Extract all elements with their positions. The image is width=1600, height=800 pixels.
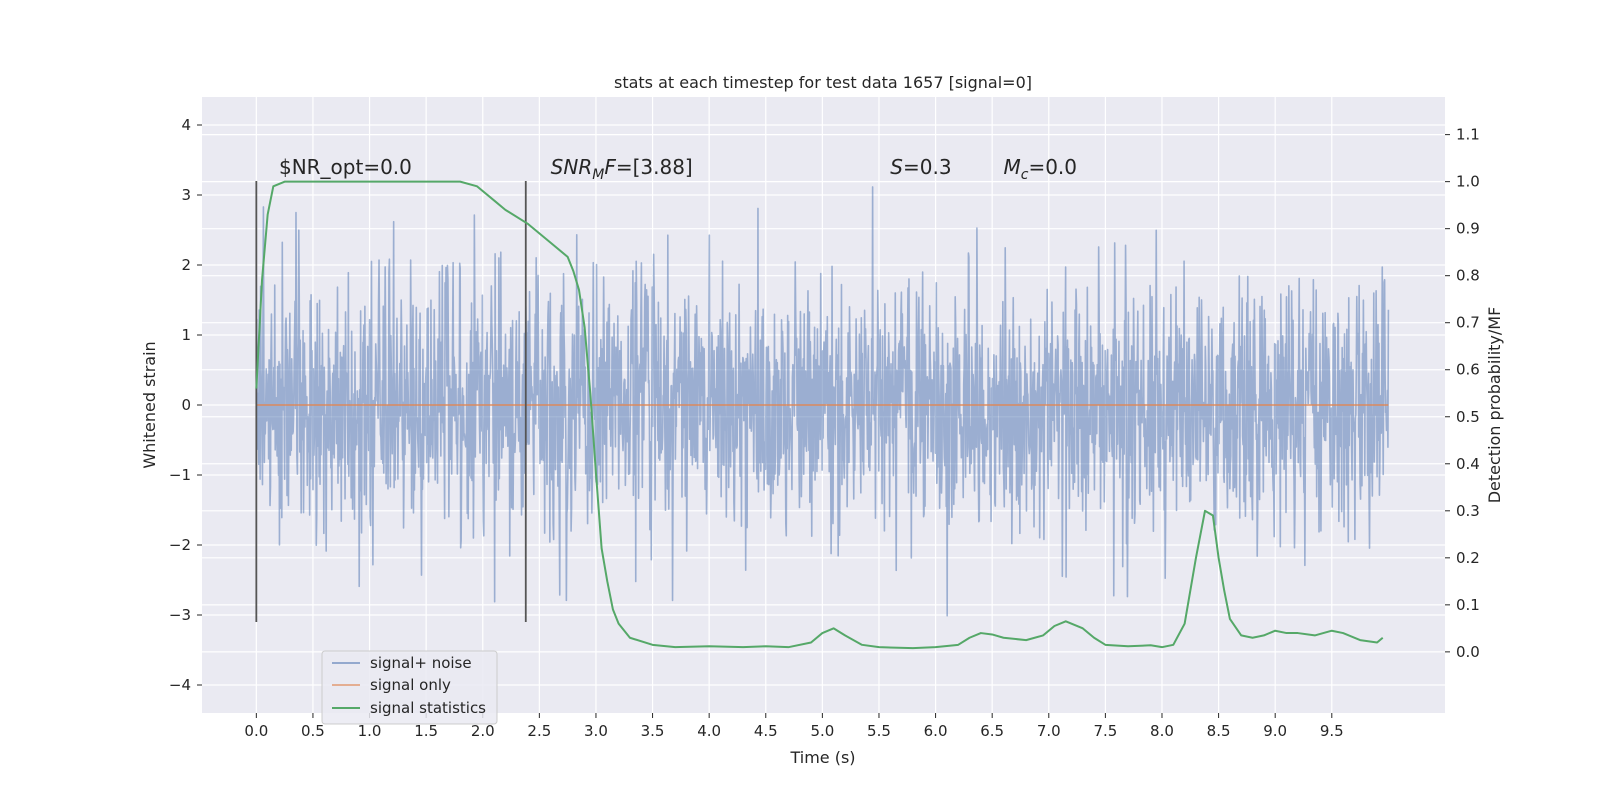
x-tick-label: 2.0 <box>471 722 495 740</box>
y2-tick-label: 1.1 <box>1456 126 1480 144</box>
y2-tick-label: 1.0 <box>1456 173 1480 191</box>
y2-tick-label: 0.2 <box>1456 549 1480 567</box>
y-tick-label: −4 <box>169 676 191 694</box>
y-tick-label: −2 <box>169 536 191 554</box>
y2-tick-label: 0.8 <box>1456 267 1480 285</box>
x-tick-label: 7.0 <box>1037 722 1061 740</box>
marker-lines <box>255 181 527 622</box>
y-axis-ticks: −4 −3 −2 −1 0 1 2 3 4 <box>169 116 202 694</box>
annotation-snr-mf: SNRMF=[3.88] <box>551 155 693 183</box>
chart-title: stats at each timestep for test data 165… <box>614 73 1032 92</box>
x-axis-label: Time (s) <box>789 748 855 767</box>
y2-axis-label: Detection probability/MF <box>1485 307 1504 504</box>
x-tick-label: 1.0 <box>358 722 382 740</box>
legend: signal+ noise signal only signal statist… <box>321 650 498 725</box>
signal-plus-noise-series <box>255 186 1390 617</box>
x-tick-label: 7.5 <box>1093 722 1117 740</box>
annotation-snr-opt: $NR_opt=0.0 <box>279 155 412 179</box>
y2-tick-label: 0.5 <box>1456 408 1480 426</box>
x-tick-label: 6.0 <box>924 722 948 740</box>
y-tick-label: 4 <box>181 116 191 134</box>
y-tick-label: −3 <box>169 606 191 624</box>
x-tick-label: 5.5 <box>867 722 891 740</box>
y-tick-label: 3 <box>181 186 191 204</box>
legend-label-signal-only: signal only <box>370 676 451 694</box>
x-tick-label: 8.5 <box>1207 722 1231 740</box>
signal-statistics-series <box>255 180 1384 650</box>
y2-tick-label: 0.3 <box>1456 502 1480 520</box>
legend-label-signal-plus-noise: signal+ noise <box>370 654 472 672</box>
signal-statistics-line <box>255 180 1384 650</box>
y2-tick-label: 0.0 <box>1456 643 1480 661</box>
annotations: $NR_opt=0.0 SNRMF=[3.88] S=0.3 Mc=0.0 <box>279 155 1077 183</box>
y2-tick-label: 0.9 <box>1456 220 1480 238</box>
y-tick-label: 2 <box>181 256 191 274</box>
y-tick-label: 0 <box>181 396 191 414</box>
x-axis-ticks: 0.0 0.5 1.0 1.5 2.0 2.5 3.0 3.5 4.0 4.5 5.0 5.5 6.0 6… <box>244 713 1344 740</box>
x-tick-label: 4.0 <box>697 722 721 740</box>
x-tick-label: 0.5 <box>301 722 325 740</box>
x-tick-label: 0.0 <box>244 722 268 740</box>
y2-tick-label: 0.6 <box>1456 361 1480 379</box>
legend-box <box>321 650 498 725</box>
y2-axis-ticks: 0.0 0.1 0.2 0.3 0.4 0.5 0.6 0.7 0.8 0.9 1.0 1.1 <box>1445 126 1480 661</box>
signal-plus-noise-line <box>255 186 1390 617</box>
x-tick-label: 1.5 <box>414 722 438 740</box>
x-tick-label: 5.0 <box>810 722 834 740</box>
x-tick-label: 4.5 <box>754 722 778 740</box>
y-axis-label: Whitened strain <box>140 341 159 468</box>
x-tick-label: 6.5 <box>980 722 1004 740</box>
y2-tick-label: 0.1 <box>1456 596 1480 614</box>
x-tick-label: 9.0 <box>1263 722 1287 740</box>
x-tick-label: 3.0 <box>584 722 608 740</box>
x-tick-label: 9.5 <box>1320 722 1344 740</box>
y-tick-label: −1 <box>169 466 191 484</box>
y2-tick-label: 0.4 <box>1456 455 1480 473</box>
x-tick-label: 2.5 <box>527 722 551 740</box>
y2-tick-label: 0.7 <box>1456 314 1480 332</box>
x-tick-label: 3.5 <box>641 722 665 740</box>
annotation-mc-value: Mc=0.0 <box>1003 155 1077 183</box>
legend-label-signal-statistics: signal statistics <box>370 699 486 717</box>
annotation-s-value: S=0.3 <box>890 155 951 179</box>
y-tick-label: 1 <box>181 326 191 344</box>
x-tick-label: 8.0 <box>1150 722 1174 740</box>
